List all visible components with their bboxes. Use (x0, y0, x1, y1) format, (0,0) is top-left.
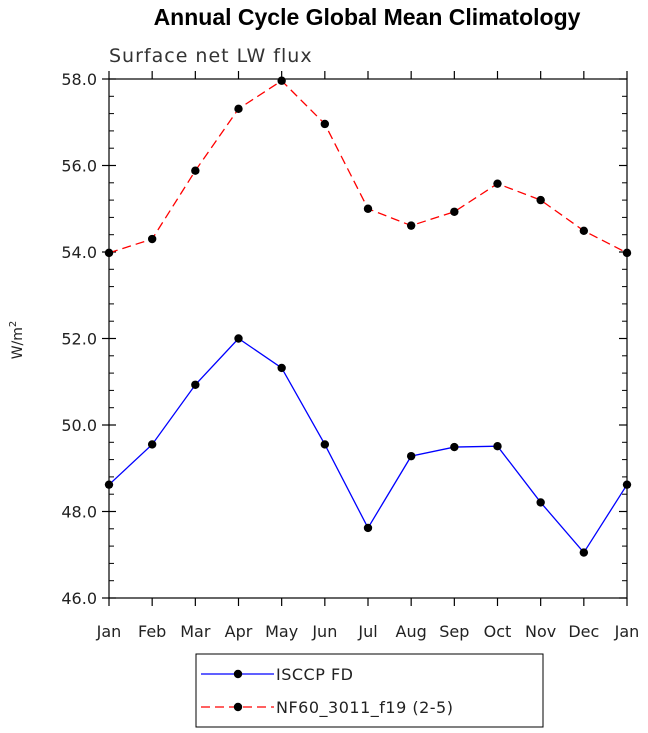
series-1-point (579, 548, 589, 557)
x-tick-label: Aug (396, 622, 427, 641)
series-2-point (536, 195, 545, 205)
legend-label-1: ISCCP FD (276, 665, 353, 684)
series-2-point (363, 204, 373, 213)
series-2-point (579, 226, 589, 236)
legend-marker-2 (233, 702, 243, 712)
x-tick-label: Jul (357, 622, 377, 641)
x-tick-label: Nov (525, 622, 556, 641)
x-tick-label: Apr (225, 622, 253, 641)
series-1-point (234, 334, 243, 343)
chart-subtitle: Surface net LW flux (109, 45, 313, 67)
x-tick-label: Oct (484, 622, 512, 641)
series-2-point (320, 119, 330, 129)
legend: ISCCP FD NF60_3011_f19 (2-5) (195, 653, 544, 728)
series-1-point (320, 440, 330, 449)
y-tick-label: 58.0 (61, 70, 97, 89)
series-2-point (406, 221, 416, 230)
x-tick-label: May (265, 622, 298, 641)
y-tick-label: 46.0 (61, 589, 97, 608)
series-2-point (493, 179, 502, 188)
series-1-point (277, 363, 286, 373)
chart-title: Annual Cycle Global Mean Climatology (154, 4, 581, 30)
series-1-point (450, 442, 459, 452)
series-2-point (277, 76, 286, 85)
series-1-point (104, 480, 114, 489)
y-tick-label: 48.0 (61, 503, 97, 522)
series-1-point (493, 441, 502, 451)
x-tick-label: Feb (138, 622, 166, 641)
y-tick-label: 50.0 (61, 416, 97, 435)
series-line-2 (108, 79, 628, 254)
y-axis-label-unit: W/m (10, 327, 26, 359)
series-2-point (147, 234, 157, 244)
series-1-point (363, 523, 373, 533)
x-tick-label: Jan (96, 622, 122, 641)
x-tick-label: Sep (439, 622, 469, 641)
y-tick-label: 56.0 (61, 157, 97, 176)
series-1-point (147, 440, 157, 449)
series-1-point (622, 480, 632, 489)
series-2-point (104, 248, 114, 258)
series-1-point (191, 380, 200, 389)
x-tick-label: Jan (614, 622, 640, 641)
y-axis-label-superscript: 2 (8, 321, 19, 327)
series-layer (104, 76, 632, 557)
y-tick-label: 52.0 (61, 330, 97, 349)
y-axis-label: W/m2 (8, 321, 26, 360)
series-2-point (234, 104, 243, 114)
x-tick-label: Dec (568, 622, 599, 641)
series-2-point (450, 207, 459, 216)
series-line-1 (108, 337, 628, 554)
legend-label-2: NF60_3011_f19 (2-5) (276, 698, 453, 718)
axes: 46.0 48.0 50.0 52.0 54.0 56.0 58.0 Jan Feb Mar Apr… (61, 70, 639, 641)
series-2-point (191, 166, 200, 175)
x-tick-label: Jun (311, 622, 337, 641)
series-1-point (536, 498, 545, 507)
series-2-point (622, 248, 632, 258)
plot-frame (108, 78, 628, 599)
legend-box (195, 653, 544, 728)
y-tick-label: 54.0 (61, 243, 97, 262)
series-1-point (406, 451, 416, 461)
x-tick-label: Mar (180, 622, 211, 641)
legend-marker-1 (233, 669, 243, 679)
